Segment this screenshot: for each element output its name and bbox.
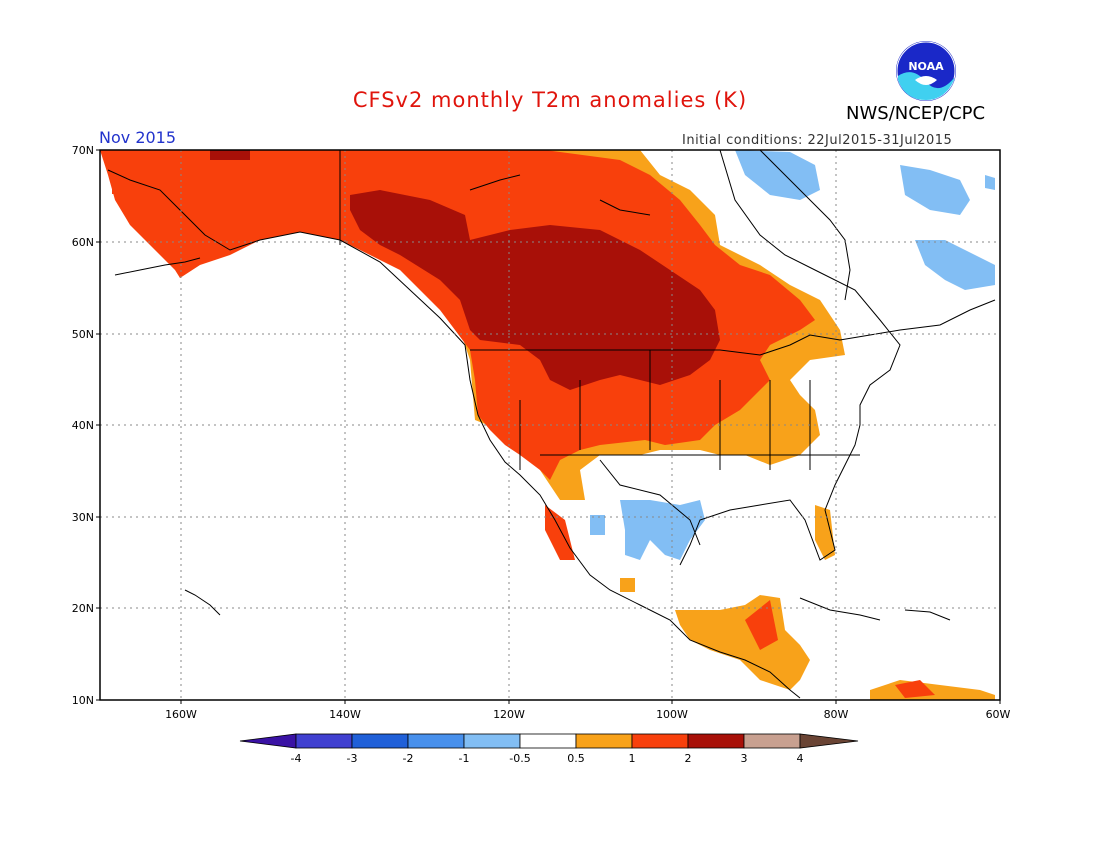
anomaly-region-light-blue xyxy=(915,240,995,290)
anomaly-region-light-blue xyxy=(985,175,995,190)
map-title: CFSv2 monthly T2m anomalies (K) xyxy=(352,88,748,112)
anomaly-region-light-blue xyxy=(900,165,970,215)
colorbar: -4 -3 -2 -1 -0.5 0.5 1 2 3 4 xyxy=(239,733,859,765)
anomaly-region-red-orange xyxy=(100,150,815,480)
colorbar-swatch xyxy=(687,733,745,749)
anomaly-region-dark-red xyxy=(210,150,250,160)
lon-label: 100W xyxy=(656,708,688,721)
colorbar-label: 0.5 xyxy=(567,752,585,765)
colorbar-label: -3 xyxy=(347,752,358,765)
anomaly-region-red-orange xyxy=(895,680,935,698)
colorbar-swatch xyxy=(519,733,577,749)
lon-label: 140W xyxy=(329,708,361,721)
anomaly-region-dark-red xyxy=(350,190,720,390)
lat-label: 40N xyxy=(72,419,94,432)
lon-labels: 160W 140W 120W 100W 80W 60W xyxy=(165,708,1010,721)
colorbar-swatch xyxy=(575,733,633,749)
svg-text:NOAA: NOAA xyxy=(908,60,944,73)
anomaly-region-light-blue xyxy=(590,515,605,535)
anomaly-region-orange xyxy=(870,680,995,700)
colorbar-swatch xyxy=(463,733,521,749)
forecast-month: Nov 2015 xyxy=(99,128,177,147)
lon-label: 60W xyxy=(986,708,1011,721)
lat-label: 60N xyxy=(72,236,94,249)
colorbar-swatch xyxy=(799,733,859,749)
lat-label: 50N xyxy=(72,328,94,341)
coastlines xyxy=(107,149,996,699)
axis-ticks xyxy=(96,149,1001,704)
colorbar-label: 4 xyxy=(797,752,804,765)
colorbar-swatch xyxy=(631,733,689,749)
colorbar-label: -1 xyxy=(459,752,470,765)
agency-label: NWS/NCEP/CPC xyxy=(846,103,986,124)
colorbar-label: 2 xyxy=(685,752,692,765)
colorbar-swatch xyxy=(351,733,409,749)
colorbar-swatch xyxy=(743,733,801,749)
anomaly-region-orange xyxy=(620,578,635,592)
colorbar-label: -4 xyxy=(291,752,302,765)
lon-label: 120W xyxy=(493,708,525,721)
gridlines xyxy=(100,150,1000,700)
anomaly-region-light-blue xyxy=(620,500,705,560)
noaa-logo: NOAA xyxy=(896,41,956,101)
lat-label: 20N xyxy=(72,602,94,615)
anomaly-region-orange xyxy=(675,595,810,690)
lat-labels: 70N 60N 50N 40N 30N 20N 10N xyxy=(72,144,94,707)
lat-label: 10N xyxy=(72,694,94,707)
lon-label: 160W xyxy=(165,708,197,721)
lon-label: 80W xyxy=(824,708,849,721)
colorbar-swatch xyxy=(295,733,353,749)
anomaly-fills xyxy=(100,150,995,700)
colorbar-label: -0.5 xyxy=(509,752,530,765)
initial-conditions: Initial conditions: 22Jul2015-31Jul2015 xyxy=(682,133,953,148)
lat-label: 70N xyxy=(72,144,94,157)
lat-label: 30N xyxy=(72,511,94,524)
colorbar-label: -2 xyxy=(403,752,414,765)
anomaly-region-red-orange xyxy=(545,505,575,560)
colorbar-label: 1 xyxy=(629,752,636,765)
anomaly-region-red-orange xyxy=(112,172,140,194)
anomaly-region-light-blue xyxy=(735,150,820,200)
colorbar-swatch xyxy=(407,733,465,749)
colorbar-swatch xyxy=(239,733,297,749)
anomaly-region-red-orange xyxy=(745,600,778,650)
colorbar-label: 3 xyxy=(741,752,748,765)
anomaly-region-orange xyxy=(815,505,835,560)
